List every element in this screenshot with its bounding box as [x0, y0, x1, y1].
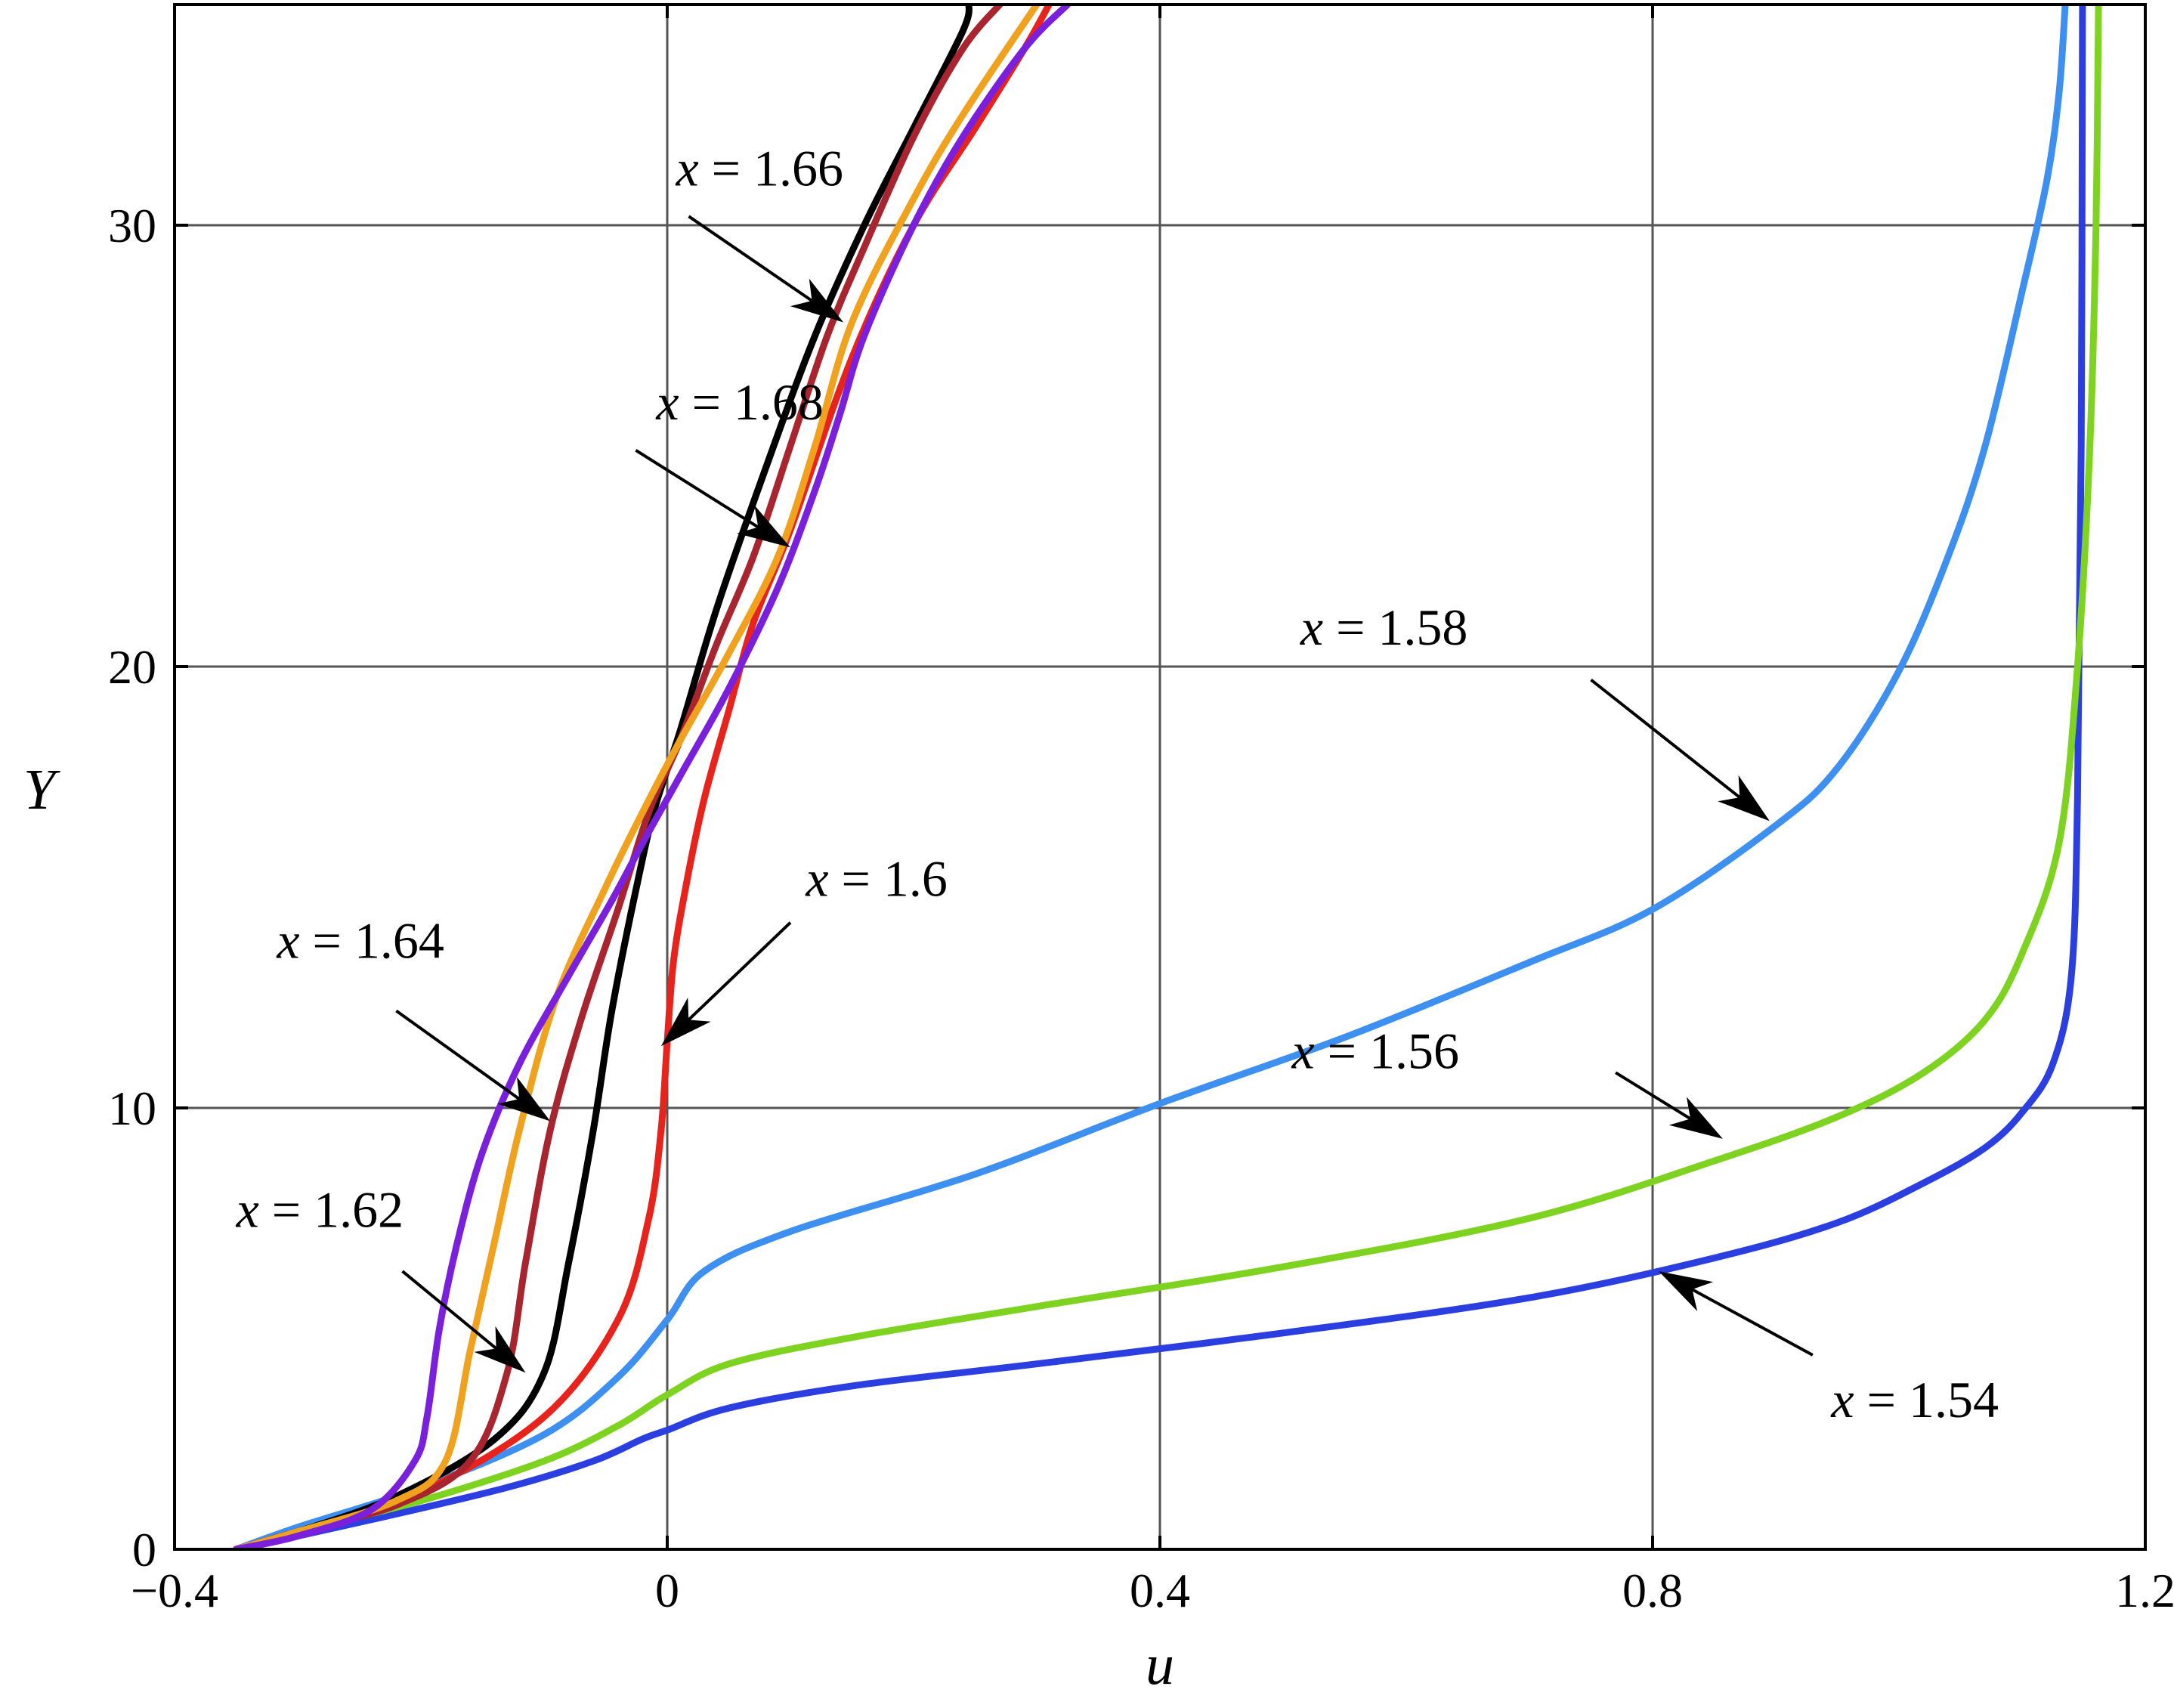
annotation-5: x = 1.64: [276, 911, 551, 1122]
annotation-label: x = 1.64: [276, 911, 444, 969]
annotation-arrow-head: [737, 505, 790, 548]
annotation-6: x = 1.56: [1291, 1022, 1723, 1139]
annotation-label: x = 1.6: [805, 850, 948, 908]
annotation-1: x = 1.66: [675, 139, 844, 323]
x-tick-label: 1.2: [2115, 1564, 2174, 1617]
y-tick-label: 30: [108, 199, 156, 252]
series-layer: [233, 5, 2102, 1549]
annotation-4: x = 1.6: [660, 850, 948, 1047]
annotation-arrow-head: [790, 278, 844, 323]
annotation-arrow-shaft: [635, 449, 766, 533]
annotation-label: x = 1.62: [236, 1181, 404, 1239]
x-tick-label: 0.8: [1622, 1564, 1683, 1617]
series-line-3: [233, 5, 2069, 1549]
annotation-arrow-shaft: [688, 215, 820, 307]
annotation-8: x = 1.54: [1659, 1271, 1999, 1428]
annotations: x = 1.66 x = 1.68 x = 1.58 x = 1.6 x = 1.64 x…: [236, 139, 1999, 1428]
annotation-arrow-shaft: [1615, 1071, 1698, 1125]
annotation-label: x = 1.54: [1830, 1371, 1999, 1428]
annotation-arrow-shaft: [401, 1270, 503, 1355]
annotation-arrow-head: [1718, 775, 1770, 822]
y-tick-label: 0: [132, 1523, 156, 1576]
annotation-arrow-shaft: [1590, 678, 1747, 804]
annotation-arrow-shaft: [395, 1009, 527, 1105]
annotation-arrow-head: [1659, 1271, 1714, 1311]
annotation-label: x = 1.66: [675, 139, 843, 196]
x-tick-label: 0: [655, 1564, 679, 1617]
annotation-2: x = 1.68: [635, 373, 824, 548]
annotation-arrow-head: [1668, 1097, 1723, 1139]
series-line-4: [233, 5, 1053, 1549]
annotation-arrow-head: [497, 1076, 551, 1122]
x-axis-label: u: [1146, 1633, 1174, 1697]
annotation-7: x = 1.62: [236, 1181, 526, 1373]
annotation-arrow-head: [660, 997, 711, 1047]
series-line-8: [233, 5, 1072, 1549]
annotation-label: x = 1.68: [655, 373, 824, 431]
annotation-arrow-shaft: [1684, 1284, 1814, 1357]
annotation-arrow-shaft: [682, 921, 792, 1027]
annotation-label: x = 1.58: [1300, 599, 1468, 656]
ticks: [173, 5, 2147, 1551]
annotation-label: x = 1.56: [1291, 1022, 1459, 1079]
series-line-2: [233, 5, 2102, 1549]
grid: [175, 5, 2145, 1549]
y-tick-label: 10: [108, 1081, 156, 1135]
series-line-5: [233, 5, 973, 1549]
x-tick-label: 0.4: [1130, 1564, 1190, 1617]
annotation-arrow-head: [474, 1326, 526, 1373]
series-line-1: [233, 5, 2086, 1549]
x-tick-label: −0.4: [131, 1564, 218, 1617]
series-line-7: [233, 5, 1041, 1549]
series-line-6: [233, 5, 1004, 1549]
y-axis-label: Y: [23, 758, 61, 822]
annotation-3: x = 1.58: [1300, 599, 1770, 822]
y-tick-label: 20: [108, 640, 156, 694]
